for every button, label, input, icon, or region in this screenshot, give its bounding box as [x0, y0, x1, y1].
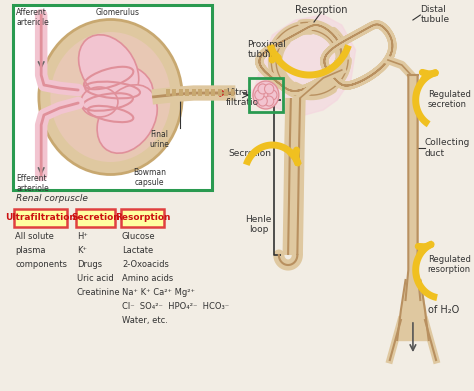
Ellipse shape: [39, 20, 182, 174]
Ellipse shape: [83, 64, 153, 120]
FancyBboxPatch shape: [218, 89, 221, 96]
FancyBboxPatch shape: [13, 5, 212, 190]
Ellipse shape: [97, 85, 157, 153]
FancyBboxPatch shape: [211, 89, 215, 96]
Text: components: components: [15, 260, 67, 269]
FancyBboxPatch shape: [121, 209, 164, 227]
Text: Distal
tubule: Distal tubule: [420, 5, 449, 24]
FancyBboxPatch shape: [173, 89, 176, 96]
Text: Regulated
secretion: Regulated secretion: [428, 90, 471, 109]
Text: Final
urine: Final urine: [150, 130, 170, 149]
FancyBboxPatch shape: [192, 89, 196, 96]
Text: Proximal
tubule: Proximal tubule: [247, 40, 286, 59]
Circle shape: [258, 84, 267, 94]
Text: H⁺: H⁺: [77, 232, 88, 241]
Polygon shape: [245, 15, 356, 115]
Text: 2-Oxoacids: 2-Oxoacids: [122, 260, 169, 269]
Text: Secretion: Secretion: [228, 149, 271, 158]
Text: Cl⁻  SO₄²⁻  HPO₄²⁻  HCO₃⁻: Cl⁻ SO₄²⁻ HPO₄²⁻ HCO₃⁻: [122, 302, 229, 311]
FancyBboxPatch shape: [185, 89, 189, 96]
Text: Afferent
arteriole: Afferent arteriole: [16, 8, 49, 27]
Text: Ultra-
filtration: Ultra- filtration: [226, 88, 265, 108]
Circle shape: [268, 90, 277, 100]
Text: Collecting
duct: Collecting duct: [425, 138, 470, 158]
Text: Resorption: Resorption: [295, 5, 347, 15]
Circle shape: [264, 84, 274, 94]
Text: K⁺: K⁺: [77, 246, 87, 255]
Text: Ultrafiltration: Ultrafiltration: [5, 213, 76, 222]
Text: Secretion: Secretion: [71, 213, 120, 222]
Text: Henle
loop: Henle loop: [246, 215, 272, 234]
Text: Regulated
resorption: Regulated resorption: [428, 255, 471, 274]
Text: Efferent
arteriole: Efferent arteriole: [16, 174, 49, 194]
Circle shape: [255, 90, 264, 100]
Ellipse shape: [81, 87, 118, 117]
Text: Glucose: Glucose: [122, 232, 155, 241]
Text: Renal corpuscle: Renal corpuscle: [16, 194, 88, 203]
FancyBboxPatch shape: [14, 209, 67, 227]
FancyBboxPatch shape: [205, 89, 209, 96]
FancyBboxPatch shape: [179, 89, 182, 96]
Text: Creatinine: Creatinine: [77, 288, 120, 297]
Circle shape: [258, 96, 267, 106]
Text: Amino acids: Amino acids: [122, 274, 173, 283]
Text: Resorption: Resorption: [115, 213, 171, 222]
Text: plasma: plasma: [15, 246, 46, 255]
Text: Na⁺ K⁺ Ca²⁺ Mg²⁺: Na⁺ K⁺ Ca²⁺ Mg²⁺: [122, 288, 195, 297]
Text: All solute: All solute: [15, 232, 54, 241]
FancyBboxPatch shape: [231, 89, 235, 96]
FancyBboxPatch shape: [166, 89, 170, 96]
Text: Glomerulus: Glomerulus: [96, 8, 140, 17]
Ellipse shape: [79, 35, 139, 103]
Text: Drugs: Drugs: [77, 260, 102, 269]
Circle shape: [264, 96, 274, 106]
Circle shape: [253, 81, 279, 109]
Text: of H₂O: of H₂O: [428, 305, 459, 315]
Text: Uric acid: Uric acid: [77, 274, 113, 283]
Text: Water, etc.: Water, etc.: [122, 316, 168, 325]
Text: Bowman
capsule: Bowman capsule: [133, 168, 166, 187]
FancyBboxPatch shape: [224, 89, 228, 96]
FancyBboxPatch shape: [199, 89, 202, 96]
Ellipse shape: [50, 32, 171, 162]
FancyBboxPatch shape: [76, 209, 115, 227]
Text: Lactate: Lactate: [122, 246, 153, 255]
